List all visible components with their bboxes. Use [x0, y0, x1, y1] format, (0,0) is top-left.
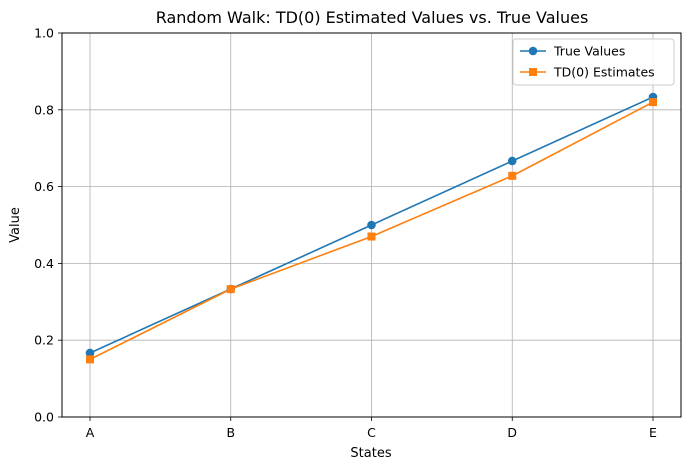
- y-tick-label: 1.0: [34, 26, 54, 41]
- legend-frame: [512, 38, 675, 86]
- x-tick-label: E: [649, 425, 657, 440]
- x-tick-label: C: [367, 425, 376, 440]
- legend-marker: [529, 68, 537, 76]
- y-tick-label: 0.6: [34, 179, 54, 194]
- series-td0-estimates: [86, 98, 657, 364]
- legend-item: True Values: [520, 44, 625, 59]
- y-tick-label: 0.4: [34, 256, 54, 271]
- series-layer: [85, 92, 658, 364]
- y-axis-label: Value: [8, 207, 23, 243]
- chart-title: Random Walk: TD(0) Estimated Values vs. …: [156, 8, 589, 27]
- y-tick-label: 0.2: [34, 333, 54, 348]
- data-point: [367, 232, 376, 241]
- x-axis: A B C D E: [86, 417, 657, 440]
- y-axis: 0.0 0.2 0.4 0.6 0.8 1.0: [34, 26, 62, 425]
- y-tick-label: 0.0: [34, 410, 54, 425]
- x-tick-label: D: [507, 425, 517, 440]
- x-tick-label: B: [226, 425, 235, 440]
- y-tick-label: 0.8: [34, 102, 54, 117]
- legend-label: TD(0) Estimates: [553, 65, 655, 80]
- data-point: [86, 355, 94, 364]
- x-axis-label: States: [350, 446, 391, 461]
- legend-label: True Values: [553, 44, 625, 59]
- legend-item: TD(0) Estimates: [520, 65, 655, 80]
- data-point: [507, 156, 517, 166]
- data-point: [508, 171, 517, 180]
- legend: True Values TD(0) Estimates: [512, 38, 675, 86]
- legend-marker: [528, 46, 538, 56]
- x-tick-label: A: [86, 425, 95, 440]
- data-point: [85, 348, 95, 358]
- data-point: [226, 285, 235, 294]
- data-point: [367, 220, 376, 230]
- data-point: [649, 98, 657, 107]
